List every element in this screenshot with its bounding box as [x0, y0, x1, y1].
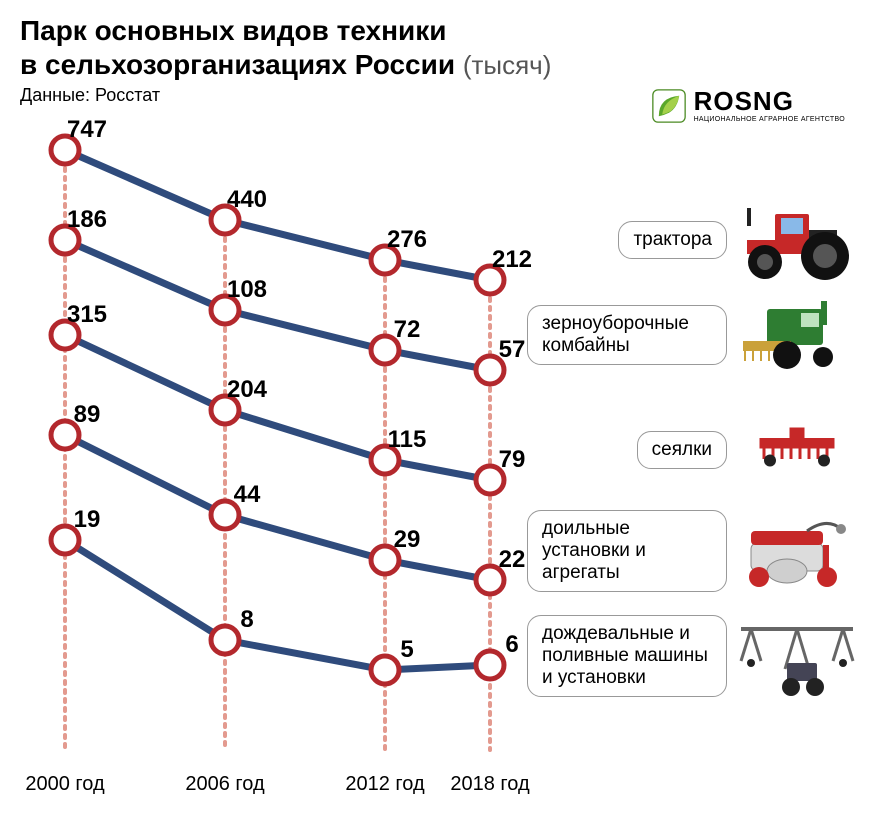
milking-icon [737, 511, 857, 591]
series-line-combines [65, 240, 490, 370]
chart-area: 747 440 276 212 186 108 72 57 315 204 115 79 89 44 29 2… [0, 110, 875, 810]
title-text-2: в сельхозорганизациях России [20, 49, 455, 80]
value-label: 115 [388, 426, 427, 454]
category-block-combines: зерноуборочные комбайны [527, 295, 857, 375]
category-block-irrigation: дождевальные и поливные машины и установ… [527, 615, 857, 697]
category-block-seeders: сеялки [637, 410, 857, 490]
series-line-milking [65, 435, 490, 580]
value-label: 22 [499, 546, 526, 574]
value-label: 5 [400, 636, 413, 664]
series-marker-irrigation [371, 656, 399, 684]
year-label: 2006 год [185, 773, 264, 796]
series-line-irrigation [65, 540, 490, 670]
value-label: 79 [499, 446, 526, 474]
value-label: 440 [227, 186, 267, 214]
value-label: 204 [227, 376, 267, 404]
series-marker-irrigation [476, 651, 504, 679]
value-label: 108 [227, 276, 267, 304]
value-label: 89 [74, 401, 101, 429]
value-label: 19 [74, 506, 101, 534]
category-block-tractors: трактора [618, 200, 857, 280]
value-label: 186 [67, 206, 107, 234]
category-label: доильные установки и агрегаты [527, 510, 727, 592]
value-label: 6 [505, 631, 518, 659]
seeders-icon [737, 410, 857, 490]
year-label: 2012 год [345, 773, 424, 796]
value-label: 276 [387, 226, 427, 254]
value-label: 44 [234, 481, 261, 509]
infographic-card: Парк основных видов техники в сельхозорг… [0, 0, 875, 826]
category-label: трактора [618, 221, 727, 259]
category-block-milking: доильные установки и агрегаты [527, 510, 857, 592]
value-label: 29 [394, 526, 421, 554]
series-marker-irrigation [211, 626, 239, 654]
category-label: дождевальные и поливные машины и установ… [527, 615, 727, 697]
tractors-icon [737, 200, 857, 280]
value-label: 72 [394, 316, 421, 344]
combines-icon [737, 295, 857, 375]
value-label: 315 [67, 301, 107, 329]
category-label: зерноуборочные комбайны [527, 305, 727, 365]
title-line-2: в сельхозорганизациях России (тысяч) [20, 48, 855, 82]
year-label: 2018 год [450, 773, 529, 796]
year-label: 2000 год [25, 773, 104, 796]
value-label: 212 [492, 246, 532, 274]
title-line-1: Парк основных видов техники [20, 14, 855, 48]
irrigation-icon [737, 616, 857, 696]
value-label: 747 [67, 116, 107, 144]
category-label: сеялки [637, 431, 727, 469]
value-label: 57 [499, 336, 526, 364]
title-unit: (тысяч) [463, 50, 552, 80]
series-line-tractors [65, 150, 490, 280]
value-label: 8 [240, 606, 253, 634]
